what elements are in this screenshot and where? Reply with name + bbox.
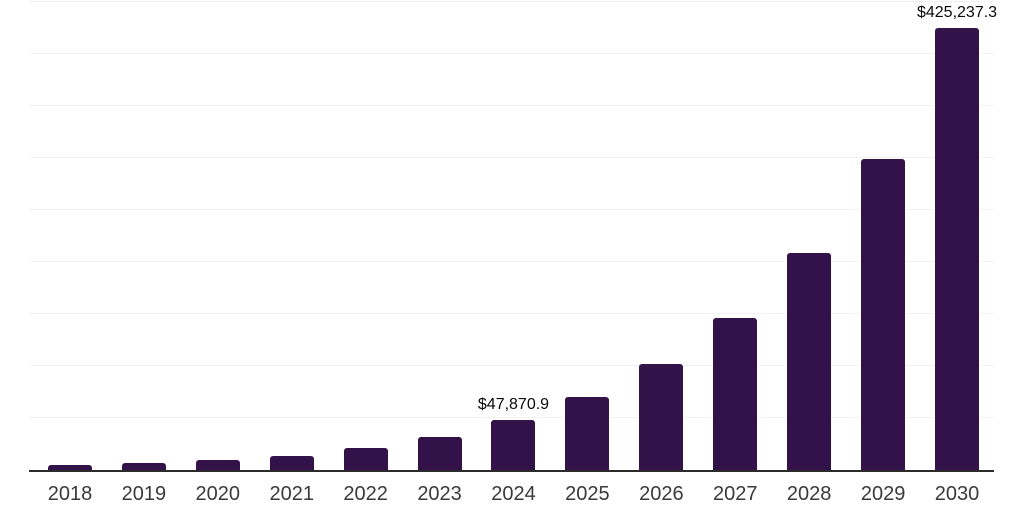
bar-2030	[935, 27, 980, 470]
bar-2019	[121, 462, 166, 470]
bar-column-2030: $425,237.3	[916, 2, 998, 470]
bar-column-2021	[255, 2, 329, 470]
bar-2020	[195, 459, 240, 470]
bar-column-2018	[33, 2, 107, 470]
bars-layer: $47,870.9 $425,237.3	[29, 2, 998, 470]
x-tick-2024: 2024	[491, 483, 536, 505]
gridline	[29, 157, 994, 158]
x-tick-2018: 2018	[47, 483, 93, 505]
bar-column-2027	[698, 2, 772, 470]
x-tick-2026: 2026	[639, 483, 684, 505]
x-tick-2028: 2028	[786, 483, 832, 505]
x-tick-2022: 2022	[343, 483, 388, 505]
bar-column-2023	[403, 2, 477, 470]
gridline	[29, 53, 994, 54]
bar-column-2026	[624, 2, 698, 470]
bar-2029	[861, 159, 906, 470]
gridline	[29, 417, 994, 418]
x-tick-2027: 2027	[713, 483, 758, 505]
bar-column-2029	[846, 2, 920, 470]
bar-column-2028	[772, 2, 846, 470]
bar-2022	[343, 448, 388, 470]
x-tick-2021: 2021	[269, 483, 314, 505]
bar-2018	[47, 465, 92, 470]
plot-area: $47,870.9 $425,237.3	[29, 1, 998, 472]
value-label-2024: $47,870.9	[477, 396, 550, 414]
bar-2026	[639, 363, 684, 470]
x-tick-2019: 2019	[121, 483, 167, 505]
value-label-2030: $425,237.3	[916, 3, 998, 21]
bar-2024	[491, 420, 536, 470]
x-tick-2029: 2029	[860, 483, 906, 505]
gridline	[29, 261, 994, 262]
bar-2028	[787, 252, 832, 470]
x-tick-2020: 2020	[195, 483, 241, 505]
x-axis-labels: 2018 2019 2020 2021 2022 2023 2024 2025 2026 2027…	[29, 482, 994, 506]
gridline	[29, 313, 994, 314]
x-tick-2030: 2030	[934, 483, 980, 505]
bar-2027	[713, 318, 758, 470]
gridline	[29, 105, 994, 106]
bar-column-2020	[181, 2, 255, 470]
bar-2021	[269, 456, 314, 470]
x-tick-2025: 2025	[565, 483, 610, 505]
bar-column-2024: $47,870.9	[477, 2, 551, 470]
bar-column-2025	[550, 2, 624, 470]
gridline	[29, 209, 994, 210]
bar-2025	[565, 397, 610, 470]
bar-column-2022	[329, 2, 403, 470]
bar-2023	[417, 437, 462, 470]
x-tick-2023: 2023	[417, 483, 462, 505]
bar-column-2019	[107, 2, 181, 470]
gridline	[29, 365, 994, 366]
gridline	[29, 1, 994, 2]
